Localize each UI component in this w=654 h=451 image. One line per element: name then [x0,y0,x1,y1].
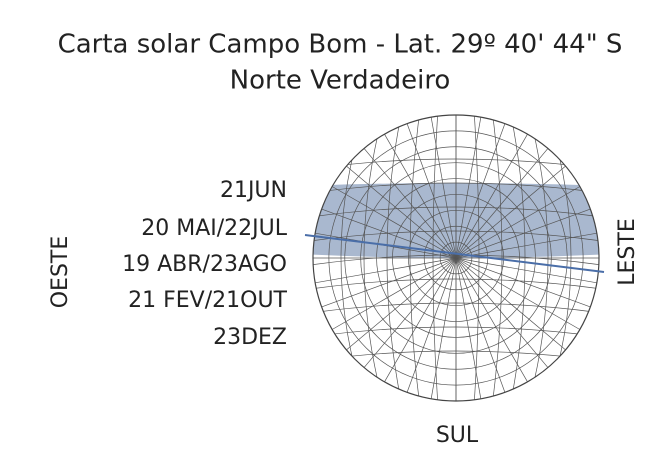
south-label: SUL [436,423,479,448]
west-label: OESTE [48,236,73,309]
date-label: 21JUN [220,178,287,203]
orientation-line [304,234,605,273]
azimuth-line [455,165,566,259]
azimuth-line [430,117,457,259]
azimuth-line [455,123,506,259]
hour-curve [527,115,549,401]
grid [313,115,599,401]
azimuth-line [406,257,457,393]
hour-curve [509,115,526,401]
azimuth-line [455,186,581,259]
azimuth-line [331,186,457,259]
azimuth-line [455,257,597,284]
azimuth-line [346,165,457,259]
hour-curve [491,115,503,401]
subtitle-line: Norte Verdadeiro [230,66,451,96]
date-label: 21 FEV/21OUT [128,288,287,313]
azimuth-line [455,133,528,259]
azimuth-line [321,208,457,259]
title-line: Carta solar Campo Bom - Lat. 29º 40' 44"… [58,30,623,60]
azimuth-line [363,148,457,259]
azimuth-line [321,257,457,308]
azimuth-line [363,257,457,368]
azimuth-line [384,133,457,259]
horizon-circle [312,114,600,402]
azimuth-line [455,148,549,259]
date-label: 20 MAI/22JUL [141,216,288,241]
azimuth-line [455,257,506,393]
azimuth-line [331,257,457,330]
date-label: 23DEZ [213,325,287,350]
azimuth-line [455,117,482,259]
azimuth-line [315,257,457,284]
hour-curve [409,115,421,401]
azimuth-line [430,257,457,399]
azimuth-line [455,257,591,308]
hour-curve [386,115,403,401]
azimuth-line [455,257,482,399]
azimuth-line [455,257,581,330]
hour-curve [473,115,480,401]
hour-curve [432,115,439,401]
azimuth-line [406,123,457,259]
azimuth-line [455,257,528,383]
date-label: 19 ABR/23AGO [122,252,287,277]
azimuth-line [455,257,566,351]
east-label: LESTE [615,218,640,285]
hour-curve [363,115,385,401]
azimuth-line [455,257,549,368]
azimuth-line [346,257,457,351]
azimuth-line [384,257,457,383]
azimuth-line [455,208,591,259]
